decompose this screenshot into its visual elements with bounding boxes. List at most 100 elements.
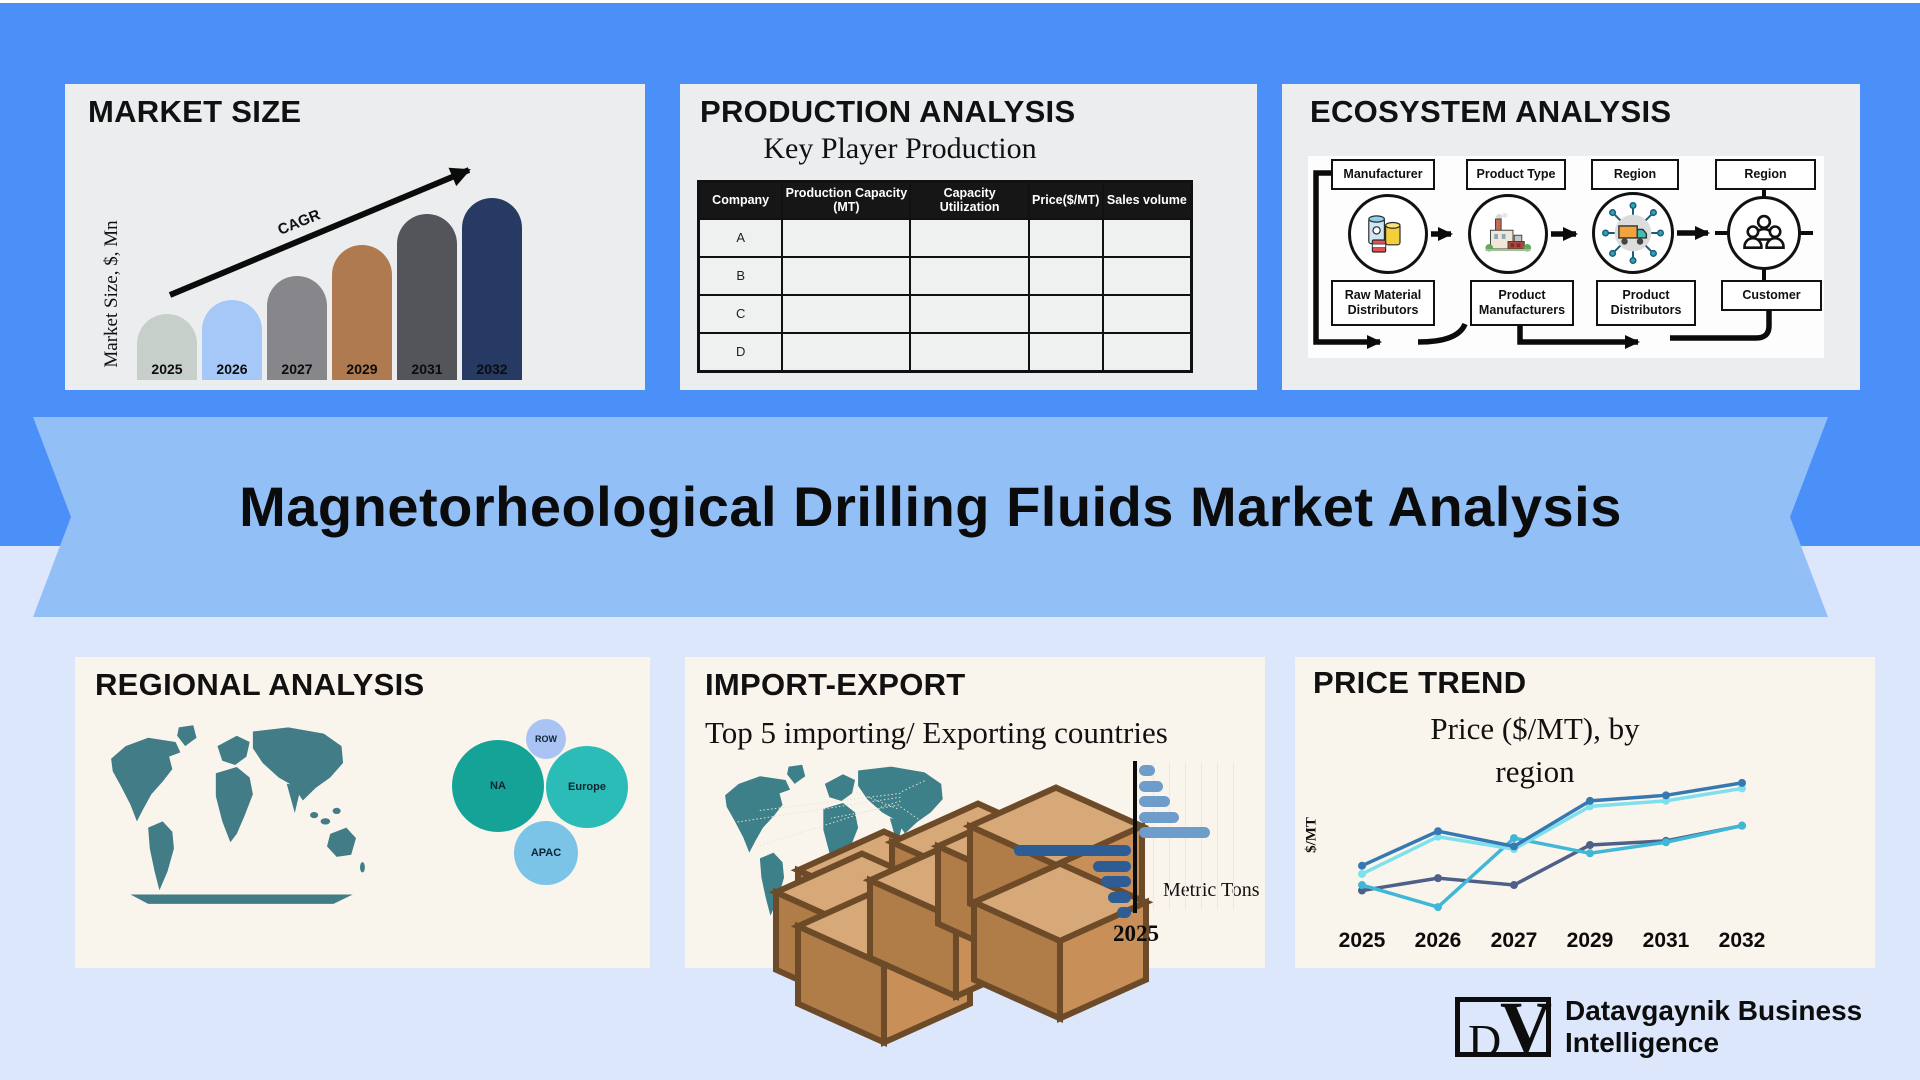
- empty-data-cell: [781, 217, 912, 258]
- eco-box-label: Manufacturer: [1343, 167, 1423, 181]
- market-bar: 2029: [332, 245, 392, 380]
- empty-data-cell: [909, 255, 1030, 296]
- company-cell: C: [697, 293, 784, 334]
- empty-data-cell: [781, 255, 912, 296]
- data-point-marker: [1358, 861, 1366, 870]
- logo-letter-d: D: [1468, 1015, 1502, 1066]
- data-point-marker: [1434, 903, 1442, 912]
- table-row: C: [697, 293, 1193, 334]
- market-bar-year-label: 2032: [476, 361, 508, 377]
- table-row: A: [697, 217, 1193, 258]
- empty-data-cell: [1027, 293, 1104, 334]
- logo-text: Datavgaynik Business Intelligence: [1565, 995, 1862, 1059]
- x-axis-tick-label: 2029: [1567, 929, 1614, 952]
- company-cell: D: [697, 331, 784, 373]
- region-bubble-apac: APAC: [514, 821, 578, 885]
- logo-letter-v: V: [1500, 987, 1552, 1067]
- x-axis-tick-label: 2032: [1719, 929, 1766, 952]
- x-axis-tick-label: 2025: [1339, 929, 1386, 952]
- ecosystem-diagram: Manufacturer Product Type Region Region: [1308, 156, 1824, 358]
- production-title: PRODUCTION ANALYSIS: [700, 94, 1076, 129]
- table-header-cell: Company: [697, 180, 784, 220]
- eco-box-label: Product Distributors: [1610, 288, 1682, 317]
- price-trend-subtitle-line1: Price ($/MT), by: [1430, 711, 1640, 746]
- data-point-marker: [1586, 796, 1594, 805]
- data-point-marker: [1510, 881, 1518, 890]
- ecosystem-title: ECOSYSTEM ANALYSIS: [1310, 94, 1672, 129]
- main-title: Magnetorheological Drilling Fluids Marke…: [239, 474, 1622, 538]
- company-logo: D V Datavgaynik Business Intelligence: [1455, 987, 1895, 1067]
- data-point-marker: [1738, 821, 1746, 830]
- trade-year-label: 2025: [1113, 921, 1159, 946]
- import-export-subtitle: Top 5 importing/ Exporting countries: [705, 715, 1168, 750]
- table-header-cell: Price($/MT): [1027, 180, 1104, 220]
- data-point-marker: [1662, 838, 1670, 847]
- key-player-production-table: Company Production Capacity (MT) Capacity …: [697, 180, 1193, 373]
- eco-box-product-manufacturers: Product Manufacturers: [1470, 280, 1574, 326]
- ecosystem-flow-arrows: [1313, 170, 1813, 349]
- eco-stage-customer: [1727, 196, 1801, 270]
- empty-data-cell: [781, 293, 912, 334]
- empty-data-cell: [1101, 331, 1193, 373]
- cagr-arrow: [168, 167, 471, 298]
- eco-box-manufacturer: Manufacturer: [1331, 159, 1435, 190]
- table-header-cell: Sales volume: [1101, 180, 1193, 220]
- market-bar: 2025: [137, 314, 197, 380]
- trade-diverging-bar-chart: Metric Tons 2025: [1014, 757, 1260, 967]
- market-size-title: MARKET SIZE: [88, 94, 302, 129]
- market-size-bar-chart: 2025 2026 2027 2029 2031 2032: [65, 84, 645, 390]
- empty-data-cell: [1027, 217, 1104, 258]
- region-bubble-chart: ROW NA Europe APAC: [75, 657, 650, 968]
- data-point-marker: [1510, 834, 1518, 843]
- eco-stage-manufacturing: [1468, 194, 1548, 274]
- eco-box-raw-material-distributors: Raw Material Distributors: [1331, 280, 1435, 326]
- market-bar-year-label: 2026: [216, 361, 248, 377]
- price-trend-subtitle-line2: region: [1495, 754, 1575, 790]
- empty-data-cell: [909, 331, 1030, 373]
- export-bar: [1139, 827, 1210, 838]
- region-bubble-row: ROW: [526, 719, 566, 759]
- eco-box-label: Region: [1613, 167, 1657, 181]
- data-point-marker: [1510, 842, 1518, 851]
- price-trend-line-chart: 2025 2026 2027 2029 2031 2032: [1339, 778, 1766, 952]
- company-cell: A: [697, 217, 784, 258]
- market-bar-year-label: 2027: [281, 361, 313, 377]
- ecosystem-analysis-panel: ECOSYSTEM ANALYSIS: [1282, 84, 1860, 390]
- empty-data-cell: [1027, 255, 1104, 296]
- import-bar: [1101, 876, 1131, 887]
- export-bar: [1139, 765, 1155, 776]
- price-line-line-1: [1361, 781, 1743, 868]
- logistics-network-icon: [1602, 202, 1664, 264]
- data-point-marker: [1434, 832, 1442, 841]
- empty-data-cell: [1101, 293, 1193, 334]
- company-cell: B: [697, 255, 784, 296]
- trade-unit-label: Metric Tons: [1163, 879, 1260, 901]
- data-point-marker: [1358, 869, 1366, 878]
- import-bar: [1014, 845, 1131, 856]
- data-point-marker: [1586, 841, 1594, 849]
- data-point-marker: [1586, 849, 1594, 858]
- price-trend-title: PRICE TREND: [1313, 665, 1527, 700]
- table-row: B: [697, 255, 1193, 296]
- data-point-marker: [1738, 778, 1746, 787]
- logo-text-line1: Datavgaynik Business: [1565, 995, 1863, 1026]
- logo-text-line2: Intelligence: [1565, 1027, 1720, 1058]
- table-header-cell: Production Capacity (MT): [781, 180, 912, 220]
- raw-materials-icon: [1368, 215, 1401, 253]
- import-export-title: IMPORT-EXPORT: [705, 667, 966, 702]
- eco-box-customer: Customer: [1721, 280, 1822, 311]
- region-bubble-label: ROW: [535, 734, 557, 744]
- production-analysis-panel: PRODUCTION ANALYSIS Key Player Productio…: [680, 84, 1257, 390]
- price-trend-subtitle: Price ($/MT), by region: [1385, 707, 1685, 794]
- data-point-marker: [1358, 886, 1366, 895]
- import-bar: [1117, 907, 1131, 918]
- data-point-marker: [1434, 874, 1442, 883]
- regional-title: REGIONAL ANALYSIS: [95, 667, 425, 702]
- market-bar: 2031: [397, 214, 457, 380]
- eco-stage-distribution: [1592, 192, 1674, 274]
- logo-monogram-box: D V: [1455, 987, 1552, 1067]
- empty-data-cell: [1101, 255, 1193, 296]
- empty-data-cell: [909, 217, 1030, 258]
- gridline: [1233, 763, 1234, 909]
